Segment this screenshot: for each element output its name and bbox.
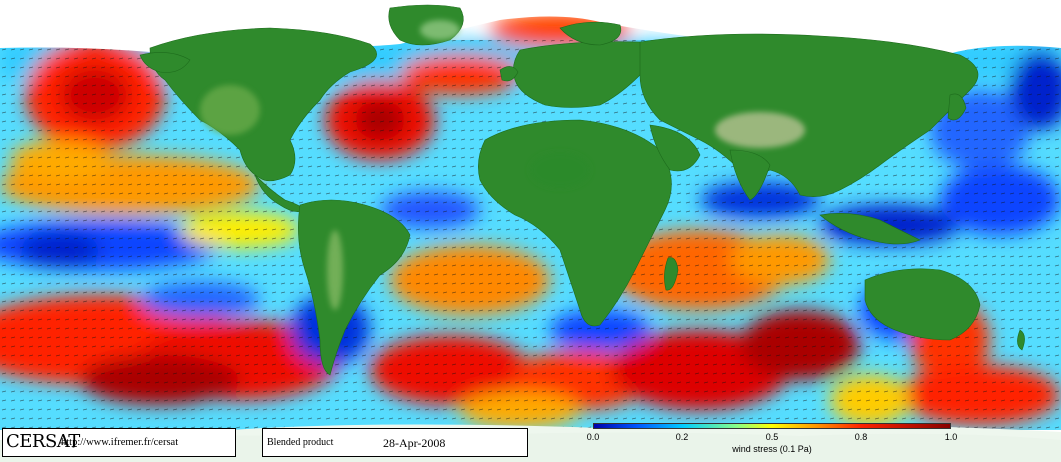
colorbar-label: wind stress (0.1 Pa) bbox=[732, 444, 812, 454]
japan bbox=[947, 93, 967, 121]
land-relief bbox=[200, 20, 805, 310]
product-box: Blended product 28-Apr-2008 bbox=[262, 428, 528, 457]
alaska bbox=[139, 52, 191, 73]
europe bbox=[513, 41, 651, 108]
colorbar bbox=[593, 423, 951, 429]
product-label: Blended product bbox=[267, 437, 334, 448]
colorbar-tick: 0.5 bbox=[765, 432, 779, 442]
colorbar-tick: 1.0 bbox=[944, 432, 958, 442]
colorbar-tick: 0.2 bbox=[675, 432, 689, 442]
north-america bbox=[149, 27, 377, 182]
india bbox=[729, 149, 771, 201]
uk bbox=[499, 66, 519, 82]
date-label: 28-Apr-2008 bbox=[383, 436, 446, 450]
south-america bbox=[298, 199, 411, 376]
asia bbox=[639, 33, 979, 197]
new-zealand bbox=[1017, 329, 1025, 351]
footer-panel: CERSAT http://www.ifremer.fr/cersat Blen… bbox=[0, 428, 530, 460]
cersat-logo: CERSAT bbox=[6, 431, 80, 452]
colorbar-tick: 0.0 bbox=[586, 432, 600, 442]
cersat-url-link[interactable]: http://www.ifremer.fr/cersat bbox=[61, 437, 179, 448]
logo-box: CERSAT http://www.ifremer.fr/cersat bbox=[2, 428, 236, 457]
madagascar bbox=[664, 257, 679, 291]
australia bbox=[864, 268, 981, 341]
scandinavia bbox=[559, 21, 622, 46]
indonesia bbox=[819, 213, 921, 245]
colorbar-tick: 0.8 bbox=[854, 432, 868, 442]
arabia bbox=[649, 124, 701, 172]
africa bbox=[478, 119, 672, 327]
